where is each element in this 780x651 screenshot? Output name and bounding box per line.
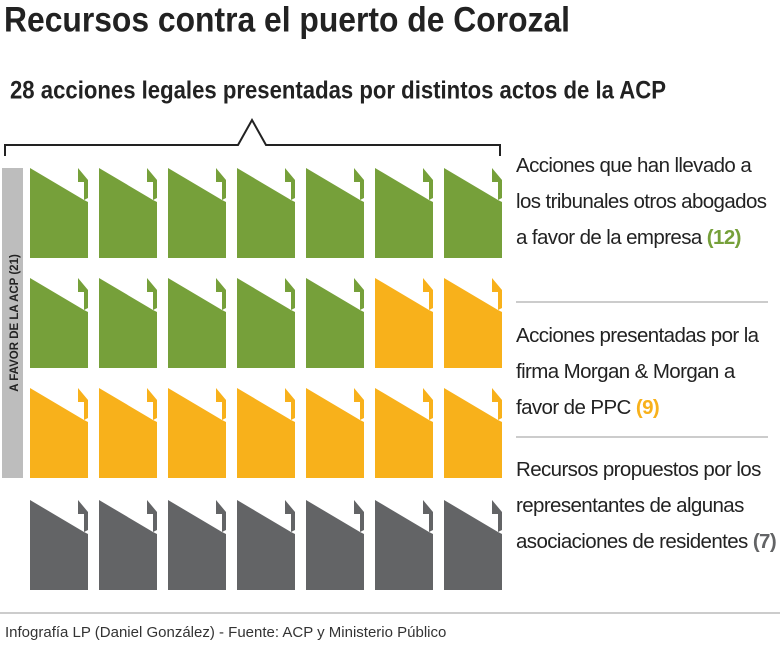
file-icon <box>168 388 226 478</box>
file-icon <box>444 278 502 368</box>
source: Infografía LP (Daniel González) - Fuente… <box>5 624 446 641</box>
file-icon <box>99 168 157 258</box>
legend-item: Acciones que han llevado a los tribunale… <box>516 148 778 256</box>
group-bar <box>2 168 23 478</box>
file-icon <box>30 500 88 590</box>
file-icon <box>99 500 157 590</box>
count-label: (7) <box>752 530 777 553</box>
file-icon <box>375 278 433 368</box>
file-icon <box>168 278 226 368</box>
file-icon <box>306 278 364 368</box>
file-icon <box>444 388 502 478</box>
file-icon <box>306 388 364 478</box>
legend-text: Acciones presentadas por la firma Morgan… <box>516 324 759 419</box>
file-icon <box>30 388 88 478</box>
legend-text: Recursos propuestos por los representant… <box>516 458 761 553</box>
file-icon <box>237 500 295 590</box>
legend-text: Acciones que han llevado a los tribunale… <box>516 154 767 249</box>
file-icon <box>375 500 433 590</box>
file-icon <box>99 388 157 478</box>
count-label: (9) <box>635 396 660 419</box>
legend-item: Acciones presentadas por la firma Morgan… <box>516 318 778 426</box>
bracket <box>4 117 501 156</box>
group-label: A FAVOR DE LA ACP (21) <box>9 254 21 392</box>
file-icon <box>237 388 295 478</box>
legend-item: Recursos propuestos por los representant… <box>516 452 778 560</box>
chart-subtitle: 28 acciones legales presentadas por dist… <box>10 77 666 105</box>
file-icon <box>168 168 226 258</box>
file-icon <box>168 500 226 590</box>
file-icon <box>444 168 502 258</box>
file-icon <box>375 388 433 478</box>
file-icon <box>237 168 295 258</box>
file-icon <box>444 500 502 590</box>
file-icon <box>30 278 88 368</box>
count-label: (12) <box>706 226 742 249</box>
file-icon <box>375 168 433 258</box>
file-icon <box>30 168 88 258</box>
file-icon <box>99 278 157 368</box>
chart-title: Recursos contra el puerto de Corozal <box>4 0 570 39</box>
file-icon <box>306 500 364 590</box>
file-icon <box>306 168 364 258</box>
file-icon <box>237 278 295 368</box>
